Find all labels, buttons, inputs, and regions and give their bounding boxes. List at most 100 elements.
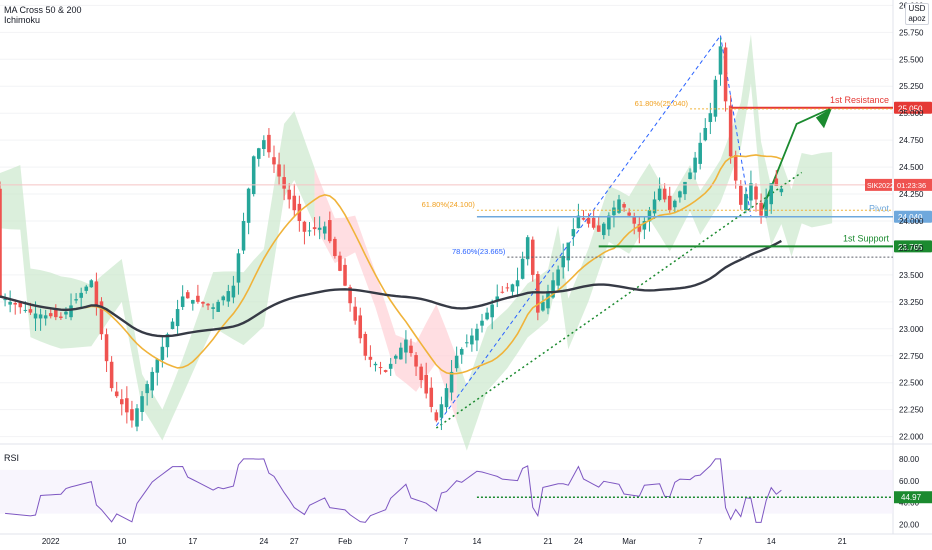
candle-body [170,321,175,330]
candle-body [231,285,236,298]
price-axis: 26.00025.75025.50025.25025.00024.75024.5… [899,1,924,441]
price-tick-label: 25.000 [899,109,924,118]
candle-body [393,355,398,359]
candle-body [439,404,444,418]
resistance-tag-text: 25.050 [898,104,923,113]
candle-body [267,134,271,153]
fib-trendline [435,35,721,427]
price-tick-label: 23.000 [899,325,924,334]
candle-body [500,291,505,293]
time-tick-label: 14 [472,537,481,546]
candle-body [145,384,149,394]
candle-body [667,195,672,211]
candle-body [683,181,687,195]
candle-body [465,342,469,344]
candle-body [79,292,83,298]
price-tick-label: 24.000 [899,217,924,226]
candle-body [607,215,611,230]
candle-body [749,183,753,201]
candle-body [444,388,449,408]
candle-body [642,221,647,230]
time-tick-label: 10 [117,537,126,546]
rsi-line [5,458,782,523]
candle-body [241,221,246,251]
candle-body [591,217,596,228]
candle-body [0,188,2,297]
currency-button[interactable]: USD apoz [905,3,929,25]
candle-body [48,313,53,317]
ma-200-line [0,239,782,338]
candle-body [434,412,439,421]
candle-body [769,183,774,205]
candle-body [74,299,78,301]
candle-body [125,398,129,413]
candle-body [180,296,185,307]
candle-body [378,367,383,369]
time-tick-label: 21 [544,537,553,546]
legend-ma-cross[interactable]: MA Cross 50 & 200 [4,5,82,15]
candle-body [622,204,626,208]
price-tick-label: 23.250 [899,298,924,307]
time-tick-label: 24 [259,537,268,546]
candle-body [3,299,7,301]
time-tick-label: Feb [338,537,352,546]
candle-body [358,315,363,339]
candle-body [282,177,286,189]
price-tick-label: 24.750 [899,136,924,145]
candle-body [54,309,58,318]
price-tick-label: 23.500 [899,271,924,280]
pivot-tag-text: 24.040 [898,213,923,222]
time-tick-label: 2022 [42,537,60,546]
candle-body [556,269,560,286]
legend-rsi[interactable]: RSI [4,453,20,463]
candle-body [135,408,139,427]
candle-body [728,105,733,157]
symbol-tag [865,178,892,191]
candle-body [277,164,281,177]
legend-ichimoku[interactable]: Ichimoku [4,15,41,25]
candle-body [419,366,423,381]
candle-body [470,335,474,345]
support-trendline [435,171,803,429]
ma-50-line [0,154,782,375]
candle-body [678,191,682,198]
candle-body [718,46,723,75]
candle-body [693,157,697,173]
candle-body [43,315,48,319]
candle-body [69,305,73,318]
candle-body [130,409,134,421]
fib-level-label: 78.60%(23.665) [452,247,506,256]
candle-body [317,227,322,230]
candle-body [104,334,109,362]
candle-body [637,224,642,232]
pivot-tag [894,210,932,223]
price-tick-label: 23.750 [899,244,924,253]
candle-body [348,287,352,304]
candle-body [165,334,170,348]
candle-body [627,212,631,216]
moving-averages [0,154,782,375]
currency-sublabel: apoz [908,14,926,23]
candle-body [744,194,748,211]
price-tick-label: 25.500 [899,55,924,64]
candle-body [322,226,327,234]
price-tick-label: 22.500 [899,379,924,388]
symbol-tag-text: SIK2022 [867,183,894,190]
candle-body [520,258,525,279]
candle-body [211,307,215,309]
time-tick-label: 7 [404,537,409,546]
candle-body [485,312,489,320]
candle-body [703,128,708,141]
candle-body [546,291,550,309]
cloud-area [0,111,315,441]
candle-body [33,313,38,319]
fib-level-label: 61.80%(25.040) [635,99,689,108]
candle-body [647,210,652,222]
candle-body [505,287,510,289]
support-tag-text: 23.765 [898,243,923,252]
candle-body [251,156,256,195]
price-tick-label: 22.250 [899,406,924,415]
candle-body [140,396,144,412]
candle-body [287,189,291,200]
